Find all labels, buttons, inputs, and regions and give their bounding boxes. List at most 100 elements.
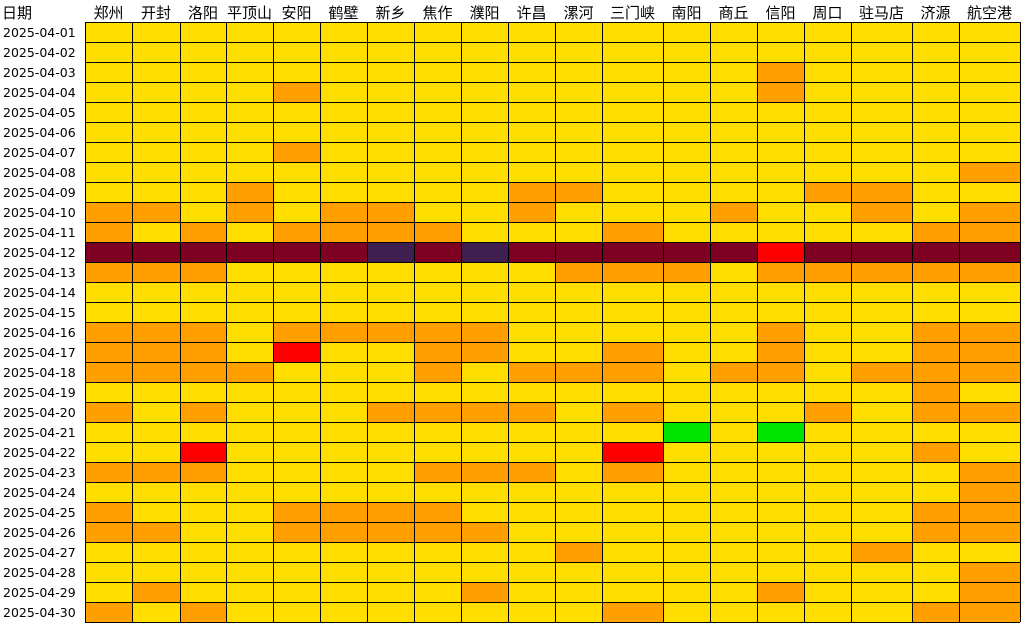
heatmap-cell bbox=[851, 222, 912, 242]
heatmap-cell bbox=[804, 482, 851, 502]
row-label: 2025-04-12 bbox=[3, 245, 76, 260]
heatmap-cell bbox=[912, 262, 959, 282]
heatmap-cell bbox=[851, 542, 912, 562]
heatmap-cell bbox=[912, 602, 959, 622]
heatmap-cell bbox=[555, 542, 602, 562]
heatmap-cell bbox=[959, 282, 1020, 302]
heatmap-cell bbox=[602, 422, 663, 442]
heatmap-cell bbox=[508, 62, 555, 82]
heatmap-cell bbox=[461, 62, 508, 82]
heatmap-cell bbox=[180, 282, 226, 302]
heatmap-cell bbox=[508, 482, 555, 502]
heatmap-cell bbox=[959, 62, 1020, 82]
heatmap-cell bbox=[710, 82, 757, 102]
heatmap-cell bbox=[414, 422, 461, 442]
column-header: 漯河 bbox=[563, 4, 593, 22]
heatmap-cell bbox=[414, 162, 461, 182]
heatmap-cell bbox=[508, 422, 555, 442]
heatmap-cell bbox=[461, 202, 508, 222]
heatmap-cell bbox=[226, 442, 273, 462]
heatmap-cell bbox=[508, 582, 555, 602]
heatmap-cell bbox=[226, 402, 273, 422]
heatmap-cell bbox=[273, 182, 320, 202]
heatmap-cell bbox=[132, 602, 180, 622]
heatmap-cell bbox=[226, 522, 273, 542]
heatmap-cell bbox=[757, 542, 804, 562]
heatmap-cell bbox=[602, 522, 663, 542]
heatmap-cell bbox=[226, 502, 273, 522]
heatmap-cell bbox=[804, 302, 851, 322]
heatmap-cell bbox=[912, 342, 959, 362]
heatmap-cell bbox=[804, 442, 851, 462]
heatmap-cell bbox=[851, 182, 912, 202]
heatmap-cell bbox=[461, 502, 508, 522]
heatmap-cell bbox=[663, 202, 710, 222]
heatmap-cell bbox=[226, 242, 273, 262]
heatmap-cell bbox=[851, 142, 912, 162]
row-label: 2025-04-25 bbox=[3, 505, 76, 520]
heatmap-cell bbox=[602, 542, 663, 562]
heatmap-cell bbox=[602, 162, 663, 182]
heatmap-cell bbox=[663, 582, 710, 602]
column-header: 许昌 bbox=[516, 4, 546, 22]
heatmap-cell bbox=[226, 462, 273, 482]
heatmap-cell bbox=[132, 82, 180, 102]
column-header: 郑州 bbox=[93, 4, 123, 22]
heatmap-cell bbox=[710, 162, 757, 182]
column-header: 洛阳 bbox=[188, 4, 218, 22]
heatmap-cell bbox=[663, 482, 710, 502]
heatmap-cell bbox=[85, 242, 132, 262]
heatmap-cell bbox=[851, 242, 912, 262]
heatmap-cell bbox=[959, 202, 1020, 222]
column-header: 信阳 bbox=[765, 4, 795, 22]
heatmap-cell bbox=[602, 302, 663, 322]
heatmap-cell bbox=[757, 282, 804, 302]
heatmap-cell bbox=[959, 342, 1020, 362]
column-header: 周口 bbox=[812, 4, 842, 22]
heatmap-cell bbox=[461, 162, 508, 182]
heatmap-cell bbox=[180, 62, 226, 82]
heatmap-cell bbox=[85, 362, 132, 382]
heatmap-cell bbox=[959, 322, 1020, 342]
heatmap-cell bbox=[461, 402, 508, 422]
heatmap-cell bbox=[132, 162, 180, 182]
heatmap-cell bbox=[804, 522, 851, 542]
heatmap-cell bbox=[663, 102, 710, 122]
heatmap-cell bbox=[851, 302, 912, 322]
heatmap-cell bbox=[912, 482, 959, 502]
heatmap-cell bbox=[912, 122, 959, 142]
heatmap-cell bbox=[461, 582, 508, 602]
heatmap-cell bbox=[320, 462, 367, 482]
heatmap-cell bbox=[461, 22, 508, 42]
heatmap-cell bbox=[555, 442, 602, 462]
heatmap-cell bbox=[912, 282, 959, 302]
heatmap-cell bbox=[132, 402, 180, 422]
column-header: 新乡 bbox=[375, 4, 405, 22]
heatmap-cell bbox=[912, 242, 959, 262]
heatmap-cell bbox=[226, 422, 273, 442]
heatmap-cell bbox=[959, 482, 1020, 502]
heatmap-cell bbox=[710, 342, 757, 362]
heatmap-cell bbox=[602, 442, 663, 462]
heatmap-cell bbox=[602, 602, 663, 622]
heatmap-cell bbox=[367, 242, 414, 262]
column-header: 焦作 bbox=[422, 4, 452, 22]
heatmap-cell bbox=[273, 282, 320, 302]
heatmap-cell bbox=[555, 122, 602, 142]
heatmap-cell bbox=[602, 222, 663, 242]
row-label: 2025-04-19 bbox=[3, 385, 76, 400]
heatmap-cell bbox=[912, 362, 959, 382]
heatmap-cell bbox=[757, 22, 804, 42]
heatmap-cell bbox=[367, 62, 414, 82]
heatmap-cell bbox=[85, 22, 132, 42]
heatmap-cell bbox=[85, 42, 132, 62]
row-label: 2025-04-20 bbox=[3, 405, 76, 420]
heatmap-cell bbox=[461, 482, 508, 502]
heatmap-cell bbox=[461, 182, 508, 202]
heatmap-cell bbox=[757, 262, 804, 282]
heatmap-cell bbox=[602, 282, 663, 302]
heatmap-cell bbox=[320, 242, 367, 262]
heatmap-cell bbox=[912, 582, 959, 602]
heatmap-cell bbox=[912, 142, 959, 162]
heatmap-cell bbox=[85, 462, 132, 482]
